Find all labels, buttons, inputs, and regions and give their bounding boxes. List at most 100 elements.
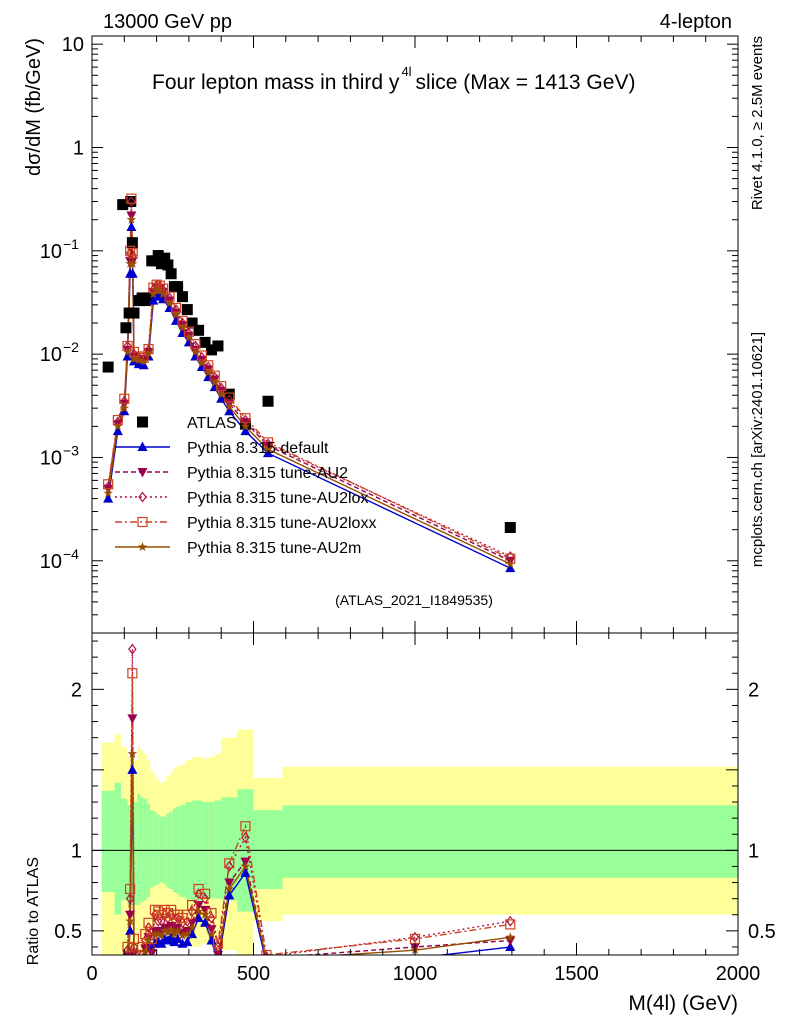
main-y-tick-exponent: −1 <box>63 236 79 252</box>
legend-marker-AU2 <box>137 468 148 478</box>
ratio-marker-AU2lox <box>178 917 187 929</box>
atlas-data-point <box>120 322 132 334</box>
series-marker-default <box>148 295 159 305</box>
series-marker-AU2m <box>103 488 113 498</box>
header-right: 4-lepton <box>660 11 732 33</box>
x-tick-label: 1000 <box>393 963 438 985</box>
main-y-tick-label: 1 <box>73 138 84 160</box>
axes <box>91 35 739 956</box>
band-inner <box>143 798 147 901</box>
series-marker-default <box>119 405 130 416</box>
legend-label-AU2loxx: Pythia 8.315 tune-AU2loxx <box>187 515 376 532</box>
ratio-y-axis-label: Ratio to ATLAS <box>25 857 42 965</box>
x-tick-label: 2000 <box>716 963 761 985</box>
chart-title-suffix: slice (Max = 1413 GeV) <box>415 71 635 94</box>
series-marker-AU2m <box>505 559 516 569</box>
atlas-data-point <box>159 252 171 264</box>
ratio-marker-AU2m <box>153 929 163 939</box>
ratio-marker-AU2loxx <box>128 933 140 945</box>
series-marker-AU2m <box>177 322 188 332</box>
atlas-data-point <box>181 304 193 316</box>
ratio-marker-default <box>182 936 193 947</box>
atlas-data-point <box>165 268 177 280</box>
band-inner <box>140 797 144 902</box>
band-inner <box>150 810 154 888</box>
atlas-data-point <box>126 237 138 249</box>
ratio-marker-AU2m <box>206 929 217 939</box>
x-tick-label: 500 <box>237 963 270 985</box>
atlas-data-point <box>155 258 167 270</box>
ratio-marker-AU2loxx <box>136 941 148 953</box>
atlas-data-point <box>504 521 516 533</box>
series-marker-AU2m <box>126 214 137 224</box>
ratio-marker-AU2m <box>125 916 135 926</box>
series-marker-default <box>216 393 227 403</box>
mcplots-label: mcplots.cern.ch [arXiv:2401.10621] <box>749 332 766 567</box>
ratio-marker-AU2loxx <box>133 949 144 955</box>
legend-label-AU2lox: Pythia 8.315 tune-AU2lox <box>187 490 368 507</box>
ratio-marker-AU2lox <box>207 912 216 924</box>
series-marker-default <box>112 425 123 436</box>
ratio-marker-default <box>200 917 211 927</box>
series-marker-AU2m <box>119 403 130 413</box>
series-marker-AU2loxx <box>126 193 137 204</box>
ratio-marker-AU2 <box>137 956 147 966</box>
ratio-marker-AU2 <box>125 910 136 921</box>
ratio-marker-default <box>147 958 157 968</box>
ratio-marker-AU2 <box>505 936 516 947</box>
ratio-y-tick-label: 1 <box>71 840 82 862</box>
ratio-marker-AU2m <box>156 930 167 940</box>
ratio-marker-AU2 <box>127 714 138 724</box>
main-markers <box>102 193 516 573</box>
band-inner <box>114 782 122 915</box>
atlas-data-point <box>206 344 218 356</box>
ratio-marker-default <box>240 867 251 877</box>
series-marker-AU2m <box>158 289 168 299</box>
ratio-marker-AU2m <box>127 954 128 955</box>
ratio-marker-AU2lox <box>213 941 223 953</box>
series-marker-AU2m <box>197 358 207 368</box>
ratio-marker-default <box>119 974 129 984</box>
ratio-marker-AU2lox <box>125 893 135 905</box>
series-marker-AU2m <box>113 421 123 431</box>
chart-title-superscript: 4l <box>401 64 411 79</box>
series-marker-AU2m <box>171 309 181 319</box>
series-marker-default <box>122 350 133 361</box>
ratio-marker-AU2 <box>212 951 223 955</box>
ratio-marker-AU2m <box>177 930 188 940</box>
band-inner <box>282 805 738 878</box>
ratio-marker-AU2loxx <box>212 938 224 949</box>
ratio-marker-AU2lox <box>121 967 128 976</box>
ratio-marker-default <box>172 933 183 943</box>
series-marker-AU2loxx <box>127 248 138 259</box>
ratio-marker-AU2m <box>127 748 138 758</box>
series-marker-AU2m <box>263 444 273 454</box>
atlas-data-point <box>176 291 188 303</box>
ratio-y-tick-label: 0.5 <box>54 921 82 943</box>
band-inner <box>221 797 238 901</box>
series-marker-AU2m <box>129 353 139 363</box>
main-y-tick-label: 10 <box>40 241 62 263</box>
ratio-marker-AU2loxx <box>505 919 516 930</box>
ratio-y-tick-label-right: 0.5 <box>748 921 776 943</box>
atlas-data-point <box>193 324 205 336</box>
ratio-marker-AU2m <box>120 973 130 982</box>
series-marker-default <box>127 268 138 278</box>
series-marker-AU2m <box>240 421 251 431</box>
legend-label-AU2: Pythia 8.315 tune-AU2 <box>187 465 348 482</box>
band-inner <box>121 798 128 901</box>
atlas-data-point <box>143 292 155 304</box>
ratio-marker-AU2loxx <box>261 949 272 955</box>
ratio-marker-default <box>129 958 139 968</box>
series-marker-AU2m <box>190 346 201 356</box>
band-inner <box>253 810 283 889</box>
series-marker-default <box>263 447 274 458</box>
ratio-marker-AU2loxx <box>143 917 154 928</box>
ratio-y-tick-label-right: 2 <box>748 679 759 701</box>
ratio-marker-AU2loxx <box>199 888 211 899</box>
data-markers <box>102 193 516 984</box>
ratio-y-tick-label-right: 1 <box>748 840 759 862</box>
ratio-marker-AU2 <box>134 967 144 977</box>
ratio-marker-AU2m <box>166 924 176 934</box>
x-tick-label: 1500 <box>554 963 599 985</box>
